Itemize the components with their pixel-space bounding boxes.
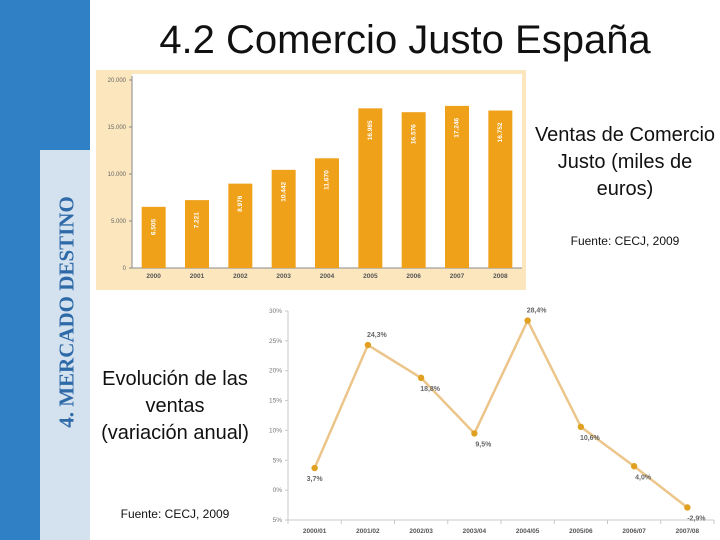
- bar: [488, 110, 513, 268]
- bar: [358, 108, 383, 268]
- growth-chart-caption: Evolución de las ventas (variación anual…: [101, 368, 249, 444]
- bar-x-tick-label: 2007: [450, 273, 465, 280]
- data-point: [684, 504, 691, 511]
- bar-value-label: 11.670: [324, 170, 331, 190]
- line-x-tick-label: 2002/03: [409, 528, 433, 535]
- bar: [141, 206, 166, 268]
- bar: [185, 200, 209, 268]
- bar-x-tick-label: 2003: [276, 273, 291, 280]
- bar-value-label: 8.976: [237, 195, 244, 212]
- point-value-label: 3,7%: [307, 476, 324, 483]
- bar-y-tick-label: 0: [123, 266, 127, 272]
- bar: [315, 158, 339, 268]
- data-point: [417, 374, 425, 382]
- line-y-tick-label: 30%: [269, 308, 282, 315]
- page-title: 4.2 Comercio Justo España: [159, 18, 651, 62]
- point-value-label: -2,9%: [687, 515, 706, 522]
- growth-series-line: [313, 319, 689, 509]
- point-value-label: 24,3%: [367, 332, 388, 339]
- bar-x-tick-label: 2005: [363, 273, 378, 280]
- point-value-label: 4,0%: [635, 474, 652, 481]
- bar: [445, 105, 469, 268]
- sales-chart-source: Fuente: CECJ, 2009: [570, 234, 680, 248]
- sales-chart-caption: Ventas de Comercio Justo (miles de euros…: [534, 124, 716, 200]
- line-x-tick-label: 2003/04: [463, 528, 487, 535]
- bar-value-label: 7.221: [194, 212, 201, 229]
- bar-value-label: 17.246: [454, 118, 461, 138]
- bar-value-label: 16.985: [367, 120, 374, 140]
- bar: [271, 169, 296, 268]
- bar-x-tick-label: 2001: [190, 273, 205, 280]
- bar-value-label: 10.442: [280, 181, 287, 201]
- data-point: [577, 423, 585, 431]
- data-point: [364, 341, 372, 349]
- line-y-tick-label: 15%: [269, 398, 282, 405]
- sidebar-inner-band: [40, 150, 90, 540]
- section-label: 4. MERCADO DESTINO: [54, 196, 79, 428]
- data-point: [630, 463, 638, 470]
- bar-y-tick-label: 5.000: [111, 219, 127, 225]
- line-x-tick-label: 2000/01: [303, 528, 327, 535]
- point-value-label: 28,4%: [527, 308, 548, 315]
- point-value-label: 18,8%: [420, 386, 441, 393]
- sales-bar-chart: 0 5.000 10.000 15.000 20.000 6.505 2000 7.221 20…: [96, 70, 526, 290]
- bar-x-tick-label: 2004: [320, 273, 335, 280]
- bar-x-tick-label: 2008: [493, 273, 508, 280]
- line-x-tick-label: 2007/08: [676, 528, 700, 535]
- line-y-tick-label: 5%: [273, 517, 283, 524]
- line-y-tick-label: 5%: [273, 457, 283, 464]
- data-point: [471, 430, 478, 437]
- bar-y-tick-label: 15.000: [108, 125, 127, 131]
- data-point: [524, 317, 531, 324]
- line-y-tick-label: 25%: [269, 338, 282, 345]
- bar-x-tick-label: 2000: [146, 273, 161, 280]
- bar-x-tick-label: 2006: [406, 273, 421, 280]
- bar-y-tick-label: 10.000: [108, 172, 127, 178]
- bar-y-tick-label: 20.000: [108, 78, 127, 84]
- growth-line-chart: 30% 25% 20% 15% 10% 5% 0% 5% 3,7% 2000/01 24,3% 200…: [269, 308, 715, 535]
- line-y-tick-label: 10%: [269, 427, 282, 434]
- data-point: [311, 464, 318, 472]
- growth-chart-source: Fuente: CECJ, 2009: [120, 507, 230, 521]
- bar: [401, 112, 426, 268]
- bar-value-label: 16.576: [410, 124, 417, 144]
- bar-value-label: 6.505: [150, 218, 157, 235]
- line-x-tick-label: 2001/02: [356, 528, 380, 535]
- bar-x-tick-label: 2002: [233, 273, 248, 280]
- line-x-tick-label: 2005/06: [569, 528, 593, 535]
- bar: [228, 183, 253, 268]
- line-x-tick-label: 2006/07: [622, 528, 646, 535]
- line-y-tick-label: 0%: [273, 487, 283, 494]
- point-value-label: 9,5%: [475, 441, 492, 448]
- point-value-label: 10,6%: [580, 435, 601, 442]
- line-x-tick-label: 2004/05: [516, 528, 540, 535]
- bar-value-label: 16.752: [497, 122, 504, 142]
- line-y-tick-label: 20%: [269, 368, 282, 375]
